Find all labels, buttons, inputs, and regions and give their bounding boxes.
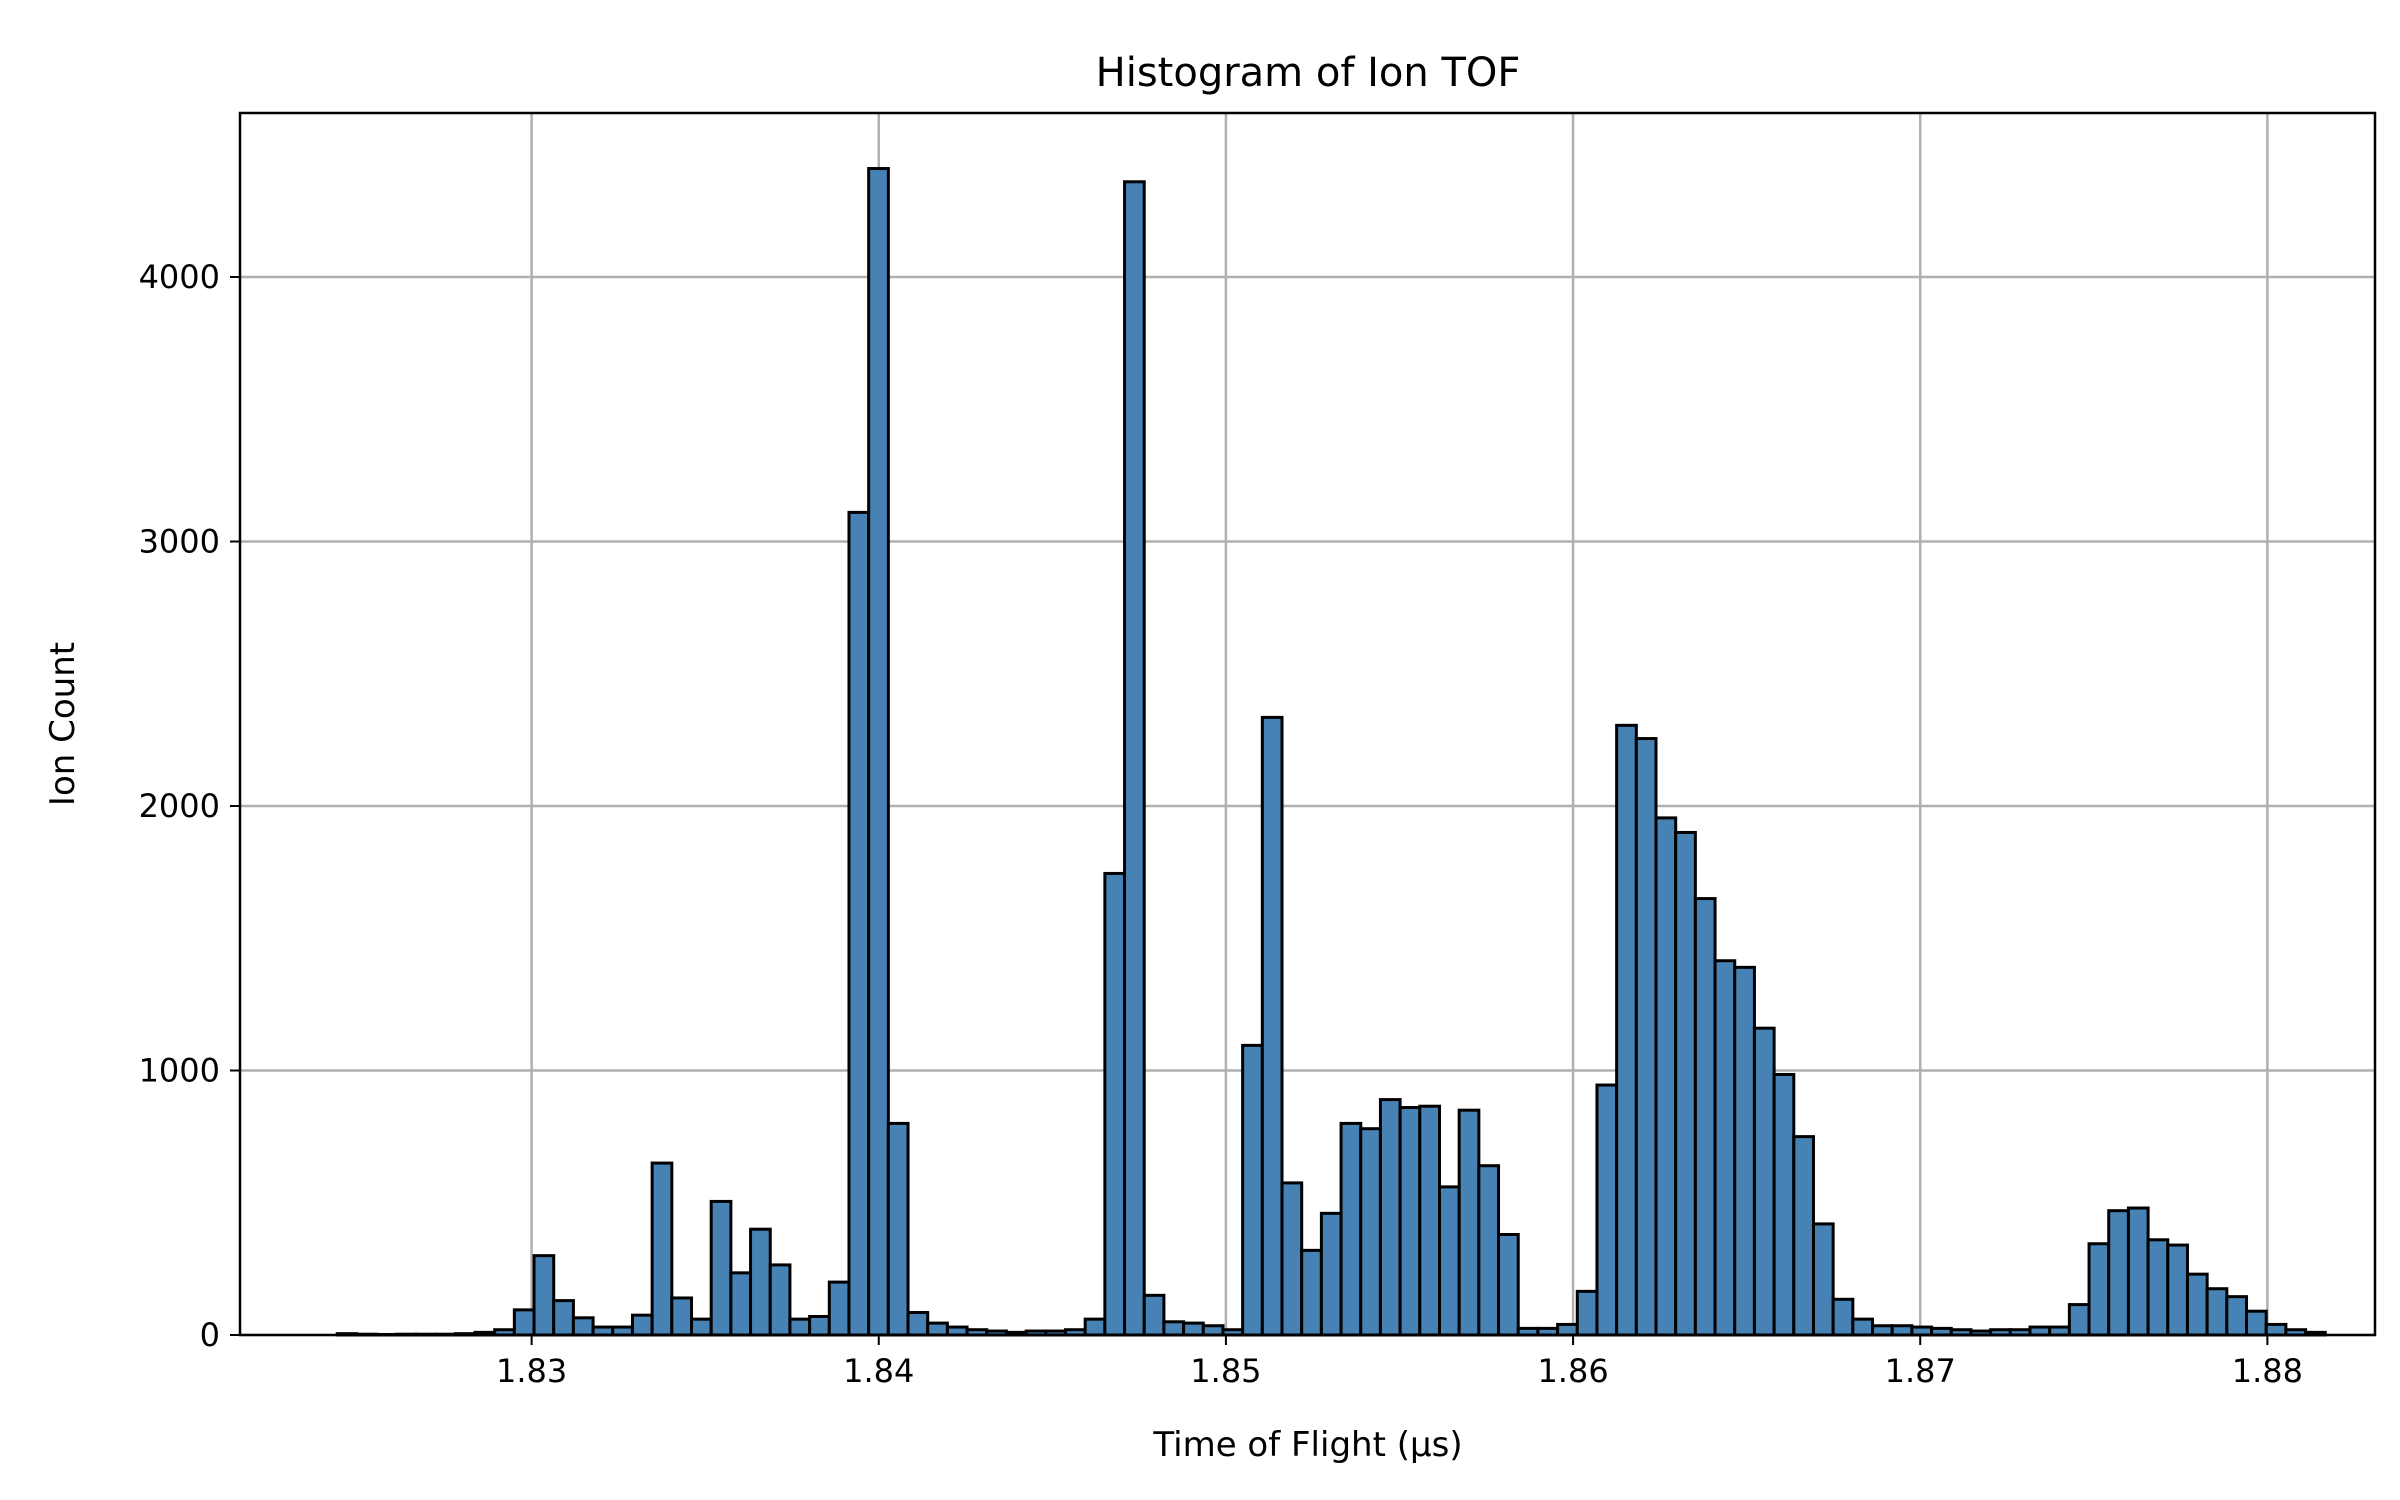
histogram-bar [1300,1248,1323,1337]
histogram-bar [1398,1106,1422,1337]
y-tick-label: 2000 [139,787,220,825]
histogram-bar [768,1263,792,1337]
histogram-bar [1123,180,1146,1337]
y-tick-label: 4000 [139,258,220,296]
histogram-bar [1418,1104,1441,1337]
histogram-bar [1851,1317,1875,1337]
histogram-bar [1437,1185,1461,1337]
histogram-bar [1831,1297,1855,1337]
y-axis-label: Ion Count [43,642,83,806]
histogram-bar [709,1199,733,1337]
histogram-bar [1182,1321,1205,1337]
plot-frame [238,111,2377,1337]
histogram-bar [906,1311,930,1337]
x-axis-label: Time of Flight (µs) [1152,1425,1462,1465]
x-tick-label: 1.85 [1190,1352,1261,1390]
x-tick-label: 1.88 [2232,1352,2303,1390]
histogram-bar [1634,737,1658,1337]
histogram-bar [1201,1324,1225,1337]
histogram-bar [2087,1242,2111,1337]
histogram-bar [1477,1164,1501,1337]
histogram-bar [1733,965,1756,1337]
histogram-bar [886,1121,910,1337]
x-tick-label: 1.86 [1537,1352,1608,1390]
histogram-bar [926,1321,949,1337]
y-tick-label: 3000 [139,522,220,560]
histogram-bar [729,1271,753,1337]
histogram-bar [808,1314,831,1337]
histogram-bar [1103,871,1127,1337]
histogram-bar [2067,1303,2091,1337]
histogram-bar [1595,1083,1619,1337]
x-tick-label: 1.83 [496,1352,567,1390]
chart-title: Histogram of Ion TOF [1096,50,1521,96]
histogram-bar [2107,1209,2130,1337]
histogram-bar [1752,1026,1776,1337]
histogram-bar [532,1254,556,1337]
grid-lines [240,113,2375,1337]
histogram-bar [1890,1324,1914,1337]
histogram-bar [552,1299,575,1337]
x-tick-label: 1.87 [1885,1352,1956,1390]
histogram-bar [1162,1320,1186,1337]
histogram-bar [512,1308,536,1337]
histogram-bar [1083,1317,1107,1337]
histogram-bar [867,167,890,1337]
histogram-bar [630,1313,654,1337]
histogram-bar [1615,723,1638,1337]
y-tick-label: 1000 [139,1051,220,1089]
histogram-bar [1693,897,1717,1337]
histogram-bar [1871,1324,1894,1337]
histogram-bar [690,1317,713,1337]
histogram-bar [1713,959,1737,1337]
histogram-bar [1280,1181,1304,1337]
histogram-bar [1241,1043,1264,1337]
histogram-bar [1457,1108,1481,1337]
histogram-bar [1497,1232,1520,1337]
histogram-bar [2146,1238,2170,1337]
x-tick-label: 1.84 [843,1352,914,1390]
histogram-bar [827,1280,851,1337]
histogram-bar [1674,830,1697,1337]
histogram-bar [1654,816,1678,1337]
histogram-bar [749,1227,772,1337]
histogram-bar [1378,1098,1402,1337]
histogram-bar [2166,1243,2189,1337]
histogram-bar [1319,1211,1343,1337]
axis-ticks: 1.83 1.84 1.85 1.86 1.87 1.88 0 1000 2000 3000 400… [139,258,2303,1390]
histogram-bar [1575,1289,1599,1337]
histogram-bar [2245,1309,2268,1337]
histogram-bar [1260,715,1284,1337]
histogram-bar [571,1316,595,1337]
histogram-bar [2264,1322,2288,1337]
histogram-bar [1772,1072,1796,1337]
histogram-bar [1339,1121,1363,1337]
histogram-bar [650,1161,674,1337]
histogram-bar [1792,1135,1815,1337]
y-tick-label: 0 [200,1316,220,1354]
histogram-bar [2126,1206,2150,1337]
histogram-bar [788,1317,812,1337]
histogram-bar [1811,1222,1835,1337]
histogram-bar [2225,1295,2249,1337]
histogram-bars [335,167,2327,1337]
histogram-bar [1359,1127,1382,1337]
histogram-bar [1142,1293,1166,1337]
histogram-bar [670,1296,694,1337]
histogram-bar [1556,1322,1579,1337]
histogram-bar [2205,1287,2229,1337]
histogram-bar [2185,1272,2209,1337]
histogram-bar [847,510,871,1337]
